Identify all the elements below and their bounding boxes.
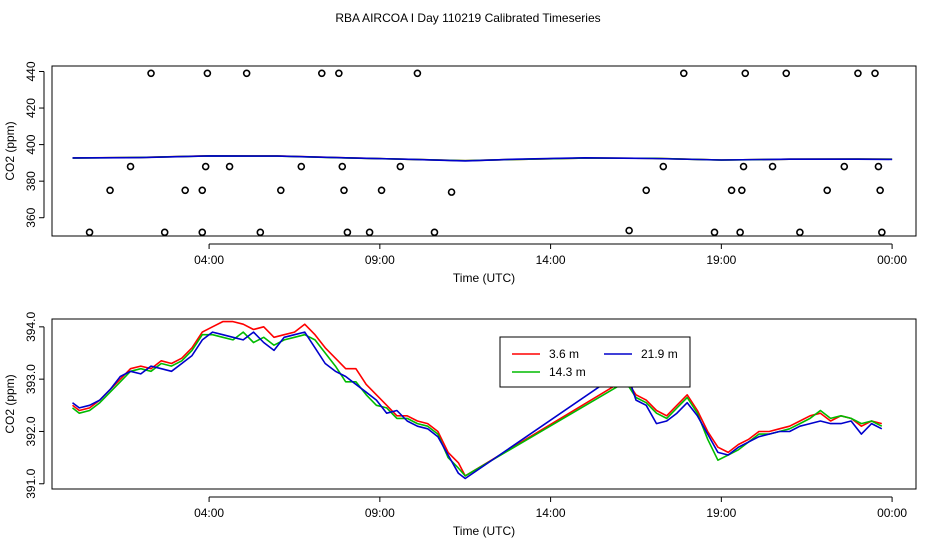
data-marker — [741, 69, 750, 78]
figure-title: RBA AIRCOA I Day 110219 Calibrated Times… — [335, 11, 600, 25]
y-tick-label: 393.0 — [24, 364, 38, 394]
x-axis: 04:00 09:00 14:00 19:00 00:00 Time (UTC) — [194, 243, 907, 285]
data-marker — [727, 186, 736, 195]
y-tick-label: 400 — [24, 134, 38, 154]
x-axis: 04:00 09:00 14:00 19:00 00:00 Time (UTC) — [194, 496, 907, 538]
series-line — [72, 331, 883, 480]
y-axis-label: CO2 (ppm) — [3, 121, 17, 180]
y-tick-label: 440 — [24, 61, 38, 81]
plot-frame — [51, 318, 917, 490]
y-tick-label: 391.0 — [24, 468, 38, 498]
data-marker — [377, 186, 386, 195]
data-marker — [225, 162, 234, 171]
y-tick-label: 420 — [24, 98, 38, 118]
data-marker — [876, 186, 884, 195]
x-tick-label: 19:00 — [706, 253, 736, 267]
x-tick-label: 04:00 — [194, 253, 224, 267]
data-marker — [874, 162, 883, 171]
data-marker — [338, 162, 347, 171]
data-marker — [738, 186, 746, 195]
y-axis: 360 380 400 420 440 CO2 (ppm) — [3, 61, 45, 228]
data-marker — [335, 69, 343, 78]
legend: 3.6 m 14.3 m 21.9 m — [499, 336, 691, 388]
legend-label: 3.6 m — [549, 347, 579, 361]
data-marker — [739, 162, 748, 171]
y-tick-label: 360 — [24, 207, 38, 227]
legend-label: 14.3 m — [549, 365, 586, 379]
top-panel-scatter: 04:00 09:00 14:00 19:00 00:00 Time (UTC) 360 38… — [3, 61, 917, 285]
data-marker — [198, 228, 207, 237]
data-marker — [277, 186, 285, 195]
y-tick-label: 392.0 — [24, 416, 38, 446]
data-marker — [625, 226, 633, 235]
y-tick-label: 394.0 — [24, 312, 38, 342]
y-axis-label: CO2 (ppm) — [3, 374, 17, 433]
y-tick-label: 380 — [24, 171, 38, 191]
data-marker — [659, 162, 668, 171]
data-marker — [823, 186, 832, 195]
data-marker — [365, 228, 374, 237]
data-marker — [878, 228, 886, 237]
data-marker — [396, 162, 405, 171]
data-marker — [642, 186, 651, 195]
data-marker — [242, 69, 251, 78]
data-marker — [840, 162, 849, 171]
data-marker — [736, 228, 744, 237]
data-marker — [768, 162, 777, 171]
data-marker — [201, 162, 210, 171]
data-marker — [340, 186, 348, 195]
x-tick-label: 09:00 — [365, 253, 395, 267]
data-marker — [871, 69, 879, 78]
plot-frame — [51, 65, 917, 237]
data-marker — [430, 228, 439, 237]
x-tick-label: 19:00 — [706, 506, 736, 520]
x-tick-label: 09:00 — [365, 506, 395, 520]
legend-box — [499, 336, 691, 388]
data-marker — [181, 186, 189, 195]
data-marker — [413, 69, 422, 78]
data-marker — [710, 228, 719, 237]
data-marker — [126, 162, 135, 171]
data-marker — [679, 69, 688, 78]
data-marker — [198, 186, 207, 195]
data-marker — [160, 228, 169, 237]
data-marker — [147, 69, 155, 78]
data-marker — [317, 69, 326, 78]
x-tick-label: 04:00 — [194, 506, 224, 520]
x-tick-label: 14:00 — [536, 253, 566, 267]
series-line — [72, 155, 893, 162]
x-tick-label: 00:00 — [877, 253, 907, 267]
data-marker — [256, 228, 265, 237]
data-marker — [297, 162, 306, 171]
x-tick-label: 00:00 — [877, 506, 907, 520]
x-axis-label: Time (UTC) — [453, 271, 515, 285]
data-marker — [796, 228, 804, 237]
data-marker — [447, 188, 456, 196]
y-axis: 391.0 392.0 393.0 394.0 CO2 (ppm) — [3, 312, 45, 499]
data-marker — [106, 186, 114, 195]
bottom-panel-line: 04:00 09:00 14:00 19:00 00:00 Time (UTC) 391.0… — [3, 312, 917, 538]
data-marker — [203, 69, 212, 78]
data-marker — [854, 69, 862, 78]
x-axis-label: Time (UTC) — [453, 524, 515, 538]
data-marker — [85, 228, 94, 237]
legend-label: 21.9 m — [641, 347, 678, 361]
data-marker — [782, 69, 791, 78]
x-tick-label: 14:00 — [536, 506, 566, 520]
data-marker — [343, 228, 352, 237]
series-line — [72, 320, 882, 477]
